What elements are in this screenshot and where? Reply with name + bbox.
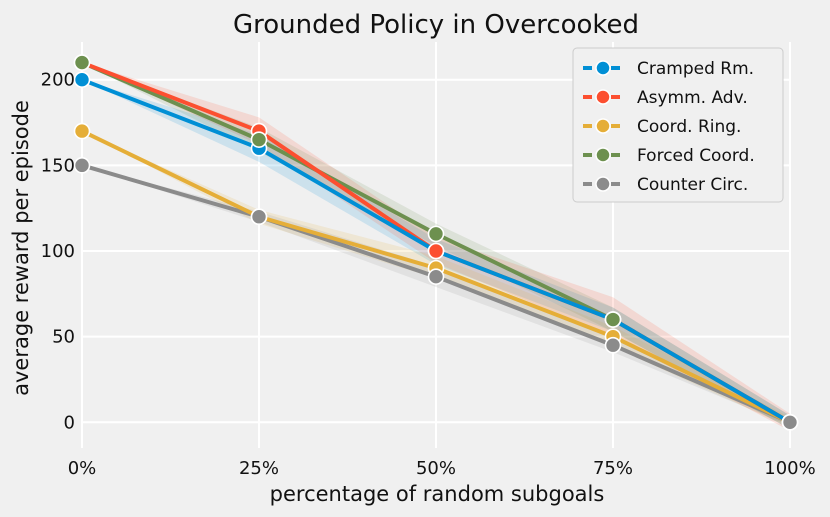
- legend-marker: [595, 147, 611, 163]
- x-tick-label: 100%: [764, 458, 815, 479]
- x-tick-label: 50%: [416, 458, 456, 479]
- legend-marker: [595, 176, 611, 192]
- legend-label: Asymm. Adv.: [637, 88, 748, 108]
- legend-label: Coord. Ring.: [637, 117, 741, 137]
- x-tick-label: 25%: [239, 458, 279, 479]
- point-forced-coord-: [427, 225, 445, 243]
- legend: Cramped Rm. Asymm. Adv. Coord. Ring. Forced…: [572, 47, 784, 203]
- y-tick-label: 200: [41, 70, 75, 91]
- point-cramped-rm-: [73, 71, 91, 88]
- legend-label: Forced Coord.: [637, 146, 755, 166]
- point-counter-circ-: [604, 336, 622, 354]
- y-tick-label: 150: [41, 155, 75, 176]
- point-counter-circ-: [781, 414, 799, 431]
- legend-label: Counter Circ.: [637, 175, 748, 195]
- axis-ticks: 0% 25% 50% 75% 100% 0 50 100 150 200: [41, 70, 816, 479]
- chart-title: Grounded Policy in Overcooked: [233, 10, 639, 40]
- point-asymm-adv-: [427, 242, 445, 260]
- y-axis-label: average reward per episode: [9, 100, 33, 396]
- y-tick-label: 50: [52, 327, 75, 348]
- y-tick-label: 100: [41, 241, 75, 262]
- x-tick-label: 0%: [68, 458, 97, 479]
- x-axis-label: percentage of random subgoals: [270, 482, 605, 506]
- point-forced-coord-: [604, 311, 622, 328]
- legend-marker: [595, 60, 611, 76]
- point-counter-circ-: [250, 208, 268, 226]
- point-counter-circ-: [73, 157, 91, 174]
- series-points: [73, 54, 799, 431]
- point-forced-coord-: [73, 54, 91, 71]
- point-forced-coord-: [250, 131, 268, 148]
- legend-label: Cramped Rm.: [637, 59, 754, 79]
- y-tick-label: 0: [64, 412, 75, 433]
- legend-marker: [595, 89, 611, 105]
- legend-marker: [595, 118, 611, 134]
- x-tick-label: 75%: [593, 458, 633, 479]
- point-counter-circ-: [427, 268, 445, 285]
- legend-box: [572, 47, 784, 203]
- point-coord-ring-: [73, 122, 91, 140]
